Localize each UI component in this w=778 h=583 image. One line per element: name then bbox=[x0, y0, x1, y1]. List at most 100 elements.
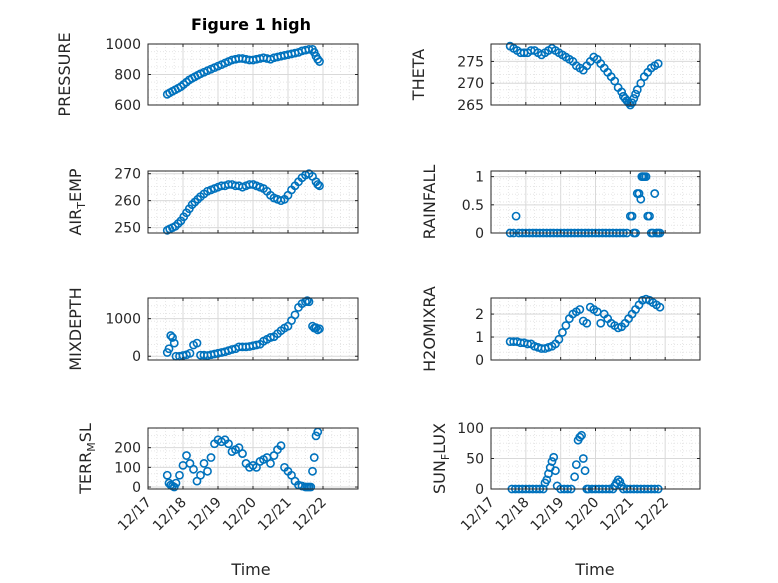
series-markers bbox=[505, 294, 665, 353]
y-axis-label: RAINFALL bbox=[420, 165, 439, 240]
data-point bbox=[169, 338, 179, 348]
y-axis-label: PRESSURE bbox=[55, 32, 74, 116]
data-point bbox=[575, 305, 585, 314]
data-point bbox=[551, 466, 560, 476]
data-point bbox=[547, 457, 557, 466]
y-tick-label: 1000 bbox=[105, 312, 141, 328]
data-point bbox=[166, 331, 176, 340]
data-point bbox=[313, 54, 323, 64]
data-point bbox=[185, 348, 195, 358]
data-point bbox=[596, 318, 606, 328]
x-axis-label-right: Time bbox=[574, 560, 614, 579]
y-axis-label: THETA bbox=[409, 49, 428, 101]
data-point bbox=[575, 432, 585, 442]
data-point bbox=[636, 78, 646, 88]
data-point bbox=[549, 452, 559, 462]
data-point bbox=[308, 466, 317, 476]
y-tick-label: 100 bbox=[457, 421, 484, 437]
data-point bbox=[554, 334, 564, 344]
series-markers bbox=[162, 44, 324, 99]
y-axis-label: MIXDEPTH bbox=[66, 287, 85, 370]
data-point bbox=[309, 453, 319, 462]
data-point bbox=[627, 211, 637, 221]
figure-title: Figure 1 high bbox=[191, 15, 311, 34]
data-point bbox=[655, 302, 665, 312]
y-tick-label: 260 bbox=[114, 194, 141, 210]
y-tick-label: 600 bbox=[114, 98, 141, 114]
y-tick-label: 250 bbox=[114, 221, 141, 237]
series-markers bbox=[162, 169, 324, 235]
y-tick-label: 800 bbox=[114, 68, 141, 84]
series-markers bbox=[505, 41, 663, 110]
x-tick-label: 12/22 bbox=[290, 495, 330, 535]
x-tick-label: 12/19 bbox=[528, 495, 568, 535]
data-point bbox=[182, 451, 191, 460]
x-tick-label: 12/21 bbox=[255, 495, 295, 535]
panel-sun-flux: 0 50 100 SUNFLUX 12/1712/1812/1912/2012/2112… bbox=[430, 421, 701, 535]
x-tick-label: 12/19 bbox=[185, 495, 225, 535]
data-point bbox=[624, 98, 633, 108]
y-tick-label: 0 bbox=[475, 482, 484, 498]
panel-h2omixra: 0 1 2 H2OMIXRA bbox=[420, 286, 701, 372]
data-point bbox=[266, 333, 275, 342]
data-point bbox=[199, 459, 209, 468]
data-point bbox=[162, 470, 172, 480]
data-point bbox=[578, 454, 588, 463]
data-point bbox=[276, 441, 286, 451]
series-markers bbox=[162, 296, 324, 361]
data-point bbox=[582, 318, 592, 328]
data-point bbox=[632, 85, 642, 95]
data-point bbox=[511, 211, 521, 221]
data-point bbox=[627, 98, 637, 108]
y-tick-label: 1 bbox=[475, 170, 484, 186]
y-axis-label: TERRMSL bbox=[76, 423, 98, 495]
data-point bbox=[617, 87, 627, 97]
series-markers bbox=[162, 427, 323, 492]
panel-air-temp: 250 260 270 AIRTEMP bbox=[66, 167, 359, 237]
data-point bbox=[570, 472, 579, 482]
y-axis-label: SUNFLUX bbox=[430, 423, 452, 494]
x-tick-label: 12/22 bbox=[632, 495, 672, 535]
data-point bbox=[634, 189, 644, 198]
x-tick-label: 12/17 bbox=[115, 495, 155, 535]
data-point bbox=[206, 453, 216, 462]
y-tick-label: 1000 bbox=[105, 37, 141, 53]
y-tick-label: 0.5 bbox=[462, 198, 484, 214]
data-point bbox=[636, 194, 646, 204]
x-tick-label: 12/18 bbox=[150, 495, 190, 535]
y-tick-label: 270 bbox=[114, 167, 141, 183]
x-tick-label: 12/21 bbox=[597, 495, 637, 535]
x-tick-label: 12/18 bbox=[493, 495, 533, 535]
y-tick-label: 275 bbox=[457, 54, 484, 70]
data-point bbox=[650, 189, 660, 198]
y-tick-label: 100 bbox=[114, 460, 141, 476]
data-point bbox=[168, 333, 177, 342]
data-point bbox=[196, 470, 205, 480]
data-point bbox=[175, 470, 184, 480]
data-point bbox=[580, 466, 590, 476]
data-point bbox=[641, 172, 651, 182]
panel-rainfall: 0 0.5 1 RAINFALL bbox=[420, 165, 701, 242]
data-point bbox=[315, 57, 324, 66]
data-point bbox=[171, 478, 181, 488]
y-tick-label: 0 bbox=[475, 353, 484, 369]
x-axis-label-left: Time bbox=[230, 560, 270, 579]
y-tick-label: 50 bbox=[466, 452, 484, 468]
data-point bbox=[577, 430, 586, 440]
data-point bbox=[266, 459, 275, 468]
data-point bbox=[629, 94, 639, 103]
data-point bbox=[315, 181, 324, 191]
data-point bbox=[306, 482, 316, 492]
data-point bbox=[561, 321, 571, 330]
data-point bbox=[631, 89, 640, 99]
data-point bbox=[610, 76, 620, 86]
grid bbox=[490, 171, 701, 234]
y-tick-label: 0 bbox=[132, 349, 141, 365]
data-point bbox=[290, 310, 300, 320]
data-point bbox=[315, 324, 324, 334]
y-tick-label: 0 bbox=[132, 480, 141, 496]
panel-terr-msl: 0 100 200 TERRMSL 12/1712/1812/1912/2012/211… bbox=[76, 423, 359, 535]
y-tick-label: 0 bbox=[475, 226, 484, 242]
y-tick-label: 2 bbox=[475, 307, 484, 323]
